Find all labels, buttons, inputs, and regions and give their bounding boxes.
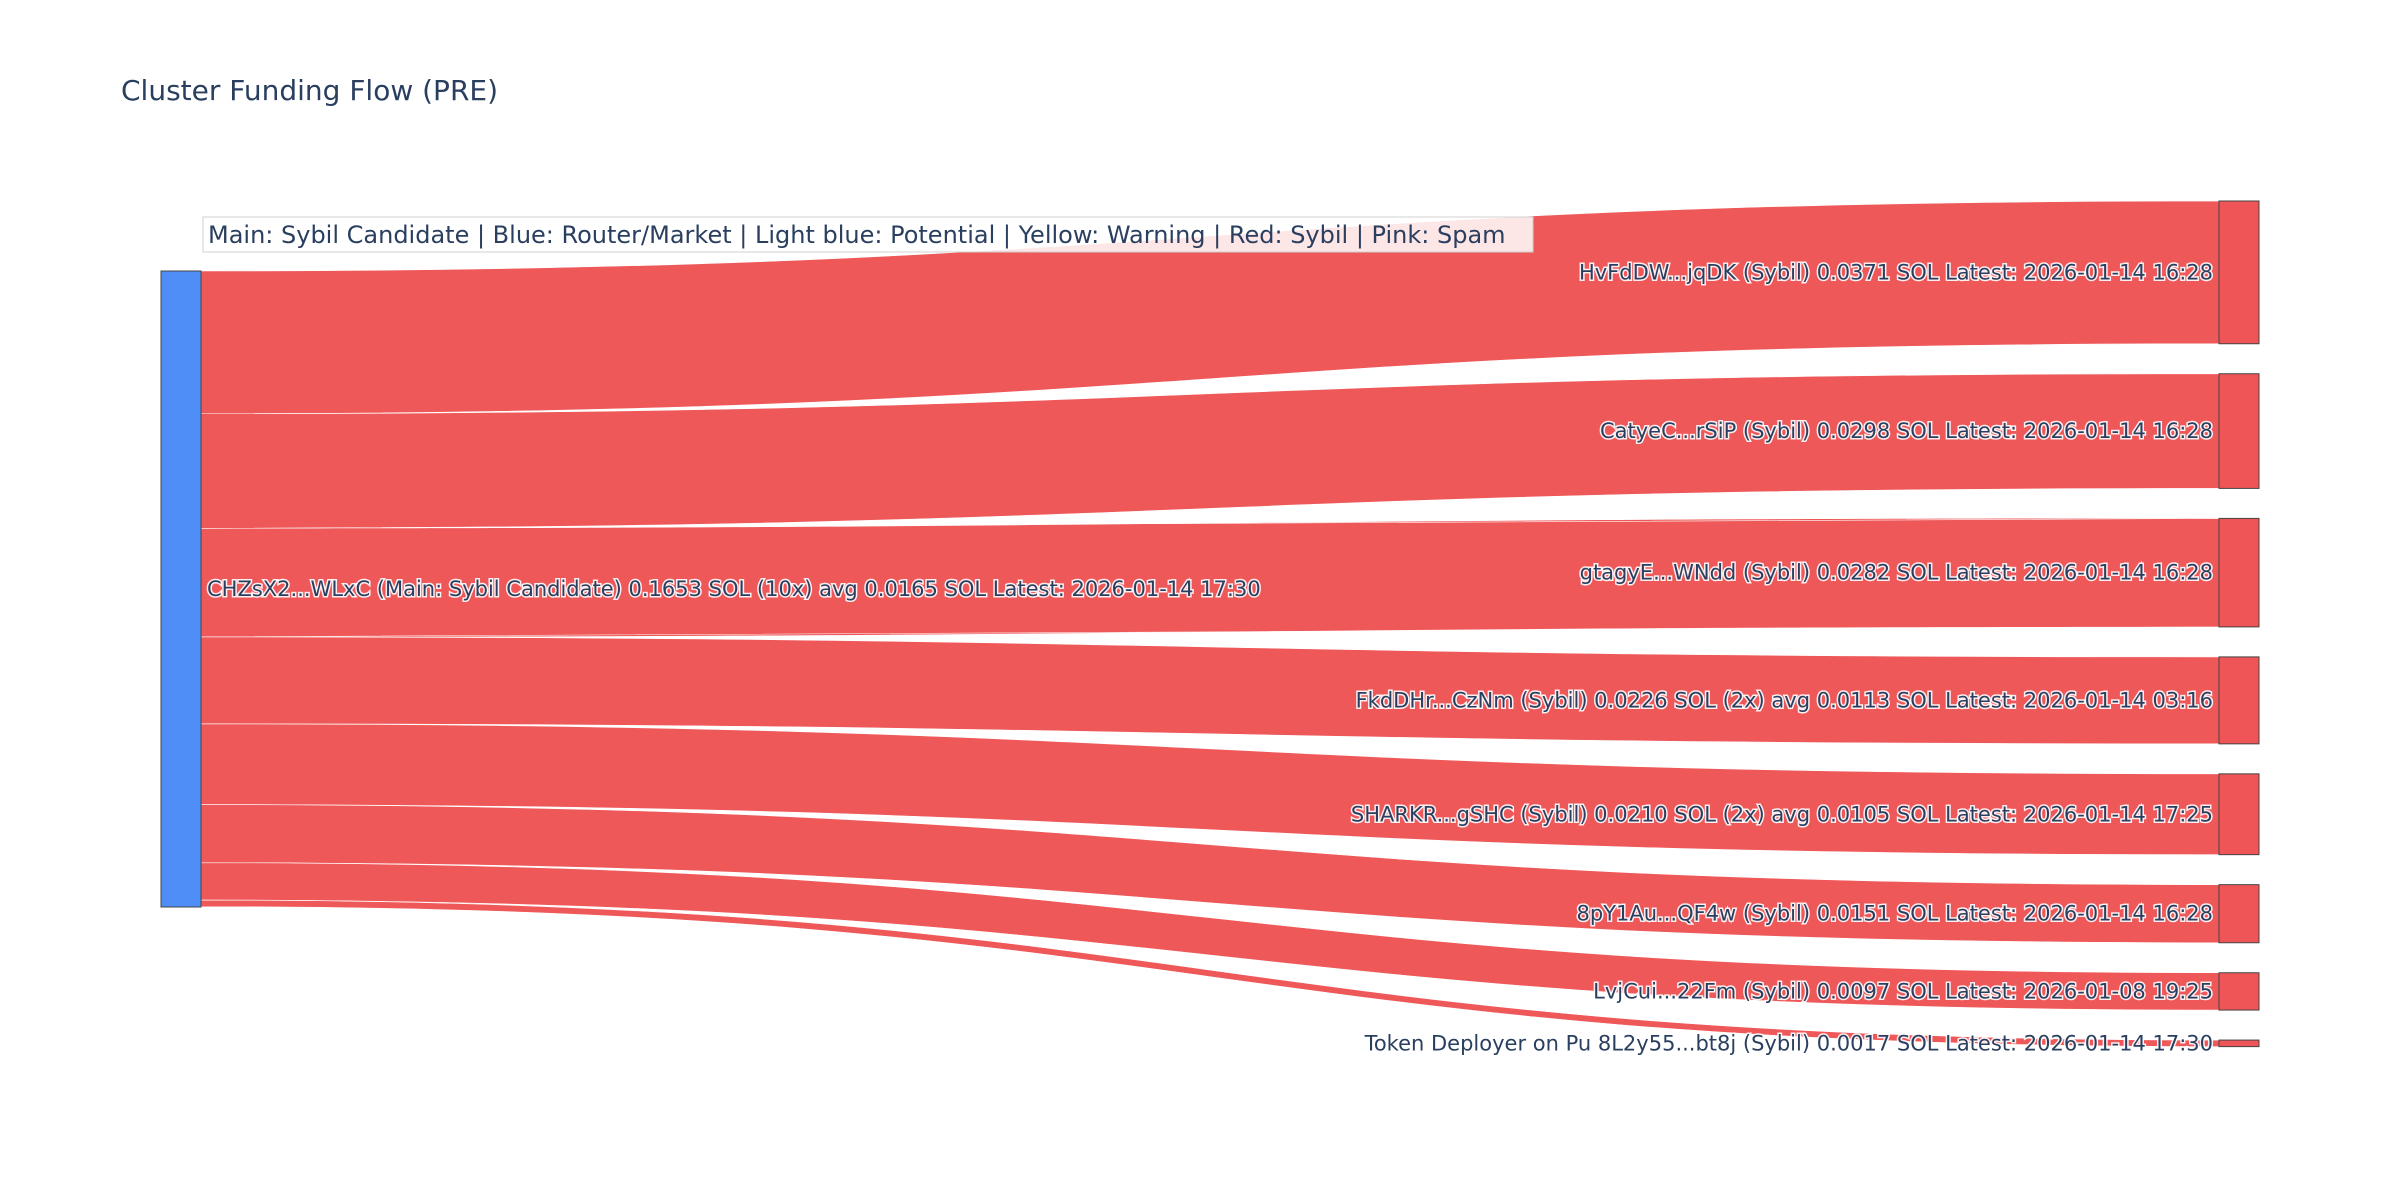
target-label-3: gtagyE...WNdd (Sybil) 0.0282 SOL Latest:… bbox=[1580, 561, 2213, 585]
target-label-7: LvjCui...22Fm (Sybil) 0.0097 SOL Latest:… bbox=[1593, 979, 2213, 1003]
target-node-1 bbox=[2218, 200, 2260, 345]
target-node-2 bbox=[2218, 373, 2260, 489]
labels-group: HvFdDW...jqDK (Sybil) 0.0371 SOL Latest:… bbox=[206, 259, 2215, 1057]
target-node-4 bbox=[2218, 656, 2260, 745]
chart-title: Cluster Funding Flow (PRE) bbox=[121, 74, 498, 107]
source-node bbox=[160, 270, 202, 908]
legend-annotation: Main: Sybil Candidate | Blue: Router/Mar… bbox=[202, 216, 1534, 253]
nodes-group bbox=[160, 200, 2260, 1048]
target-label-5: SHARKR...gSHC (Sybil) 0.0210 SOL (2x) av… bbox=[1351, 802, 2213, 826]
target-label-1: HvFdDW...jqDK (Sybil) 0.0371 SOL Latest:… bbox=[1579, 260, 2213, 284]
legend-text: Main: Sybil Candidate | Blue: Router/Mar… bbox=[208, 221, 1506, 249]
source-label: CHZsX2...WLxC (Main: Sybil Candidate) 0.… bbox=[207, 577, 1261, 601]
target-node-5 bbox=[2218, 773, 2260, 856]
target-node-3 bbox=[2218, 517, 2260, 628]
target-node-8 bbox=[2218, 1039, 2260, 1048]
target-node-6 bbox=[2218, 884, 2260, 944]
target-label-2: CatyeC...rSiP (Sybil) 0.0298 SOL Latest:… bbox=[1600, 419, 2213, 443]
links-group bbox=[200, 200, 2220, 1047]
target-label-6: 8pY1Au...QF4w (Sybil) 0.0151 SOL Latest:… bbox=[1577, 902, 2214, 926]
target-label-8: Token Deployer on Pu 8L2y55...bt8j (Sybi… bbox=[1364, 1031, 2213, 1055]
target-label-4: FkdDHr...CzNm (Sybil) 0.0226 SOL (2x) av… bbox=[1356, 688, 2213, 712]
target-node-7 bbox=[2218, 972, 2260, 1011]
